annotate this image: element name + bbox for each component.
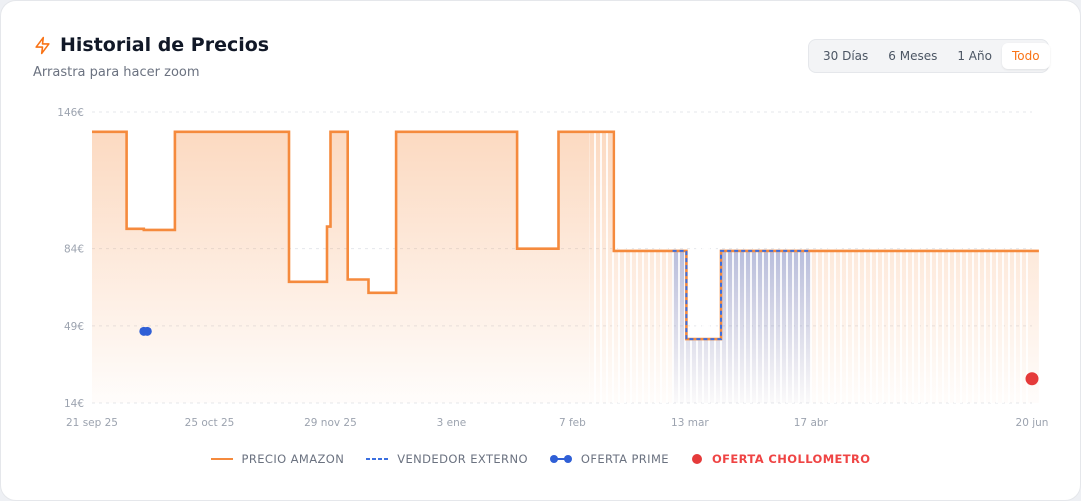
- range-6-months-button[interactable]: 6 Meses: [888, 49, 938, 63]
- header: Historial de Precios: [33, 34, 269, 56]
- legend-label: VENDEDOR EXTERNO: [397, 452, 528, 466]
- range-1-year-button[interactable]: 1 Año: [957, 49, 992, 63]
- chollometro-offer-point: [1025, 372, 1039, 386]
- y-tick-label: 49€: [64, 321, 84, 333]
- page-title: Historial de Precios: [60, 34, 270, 56]
- y-tick-label: 84€: [64, 244, 84, 256]
- legend-item-external[interactable]: VENDEDOR EXTERNO: [366, 452, 528, 466]
- legend-label: OFERTA CHOLLOMETRO: [711, 452, 871, 466]
- lightning-icon: [35, 36, 50, 54]
- series-points: [139, 326, 1039, 386]
- dashed-line-icon: [366, 458, 389, 460]
- red-dot-icon: [691, 454, 702, 464]
- range-all-button[interactable]: Todo: [1001, 43, 1050, 69]
- x-tick-label: 7 feb: [559, 417, 586, 429]
- x-tick-label: 17 abr: [794, 417, 829, 429]
- x-tick-label: 20 jun: [1016, 417, 1049, 429]
- external-seller-line: [672, 249, 811, 341]
- series-lines: [92, 130, 1039, 341]
- prime-offer-point: [142, 326, 152, 336]
- x-tick-label: 21 sep 25: [66, 417, 118, 429]
- dot-line-icon: [549, 455, 572, 463]
- x-tick-label: 29 nov 25: [304, 417, 357, 429]
- x-axis: 21 sep 25 25 oct 25 29 nov 25 3 ene 7 feb 13 …: [66, 417, 1048, 429]
- range-30-days-button[interactable]: 30 Días: [823, 49, 869, 63]
- legend: PRECIO AMAZON VENDEDOR EXTERNO OFERTA PR…: [0, 452, 1081, 466]
- legend-item-prime[interactable]: OFERTA PRIME: [549, 452, 669, 466]
- y-tick-label: 146€: [57, 107, 84, 119]
- x-tick-label: 3 ene: [437, 417, 467, 429]
- x-tick-label: 25 oct 25: [185, 417, 235, 429]
- y-axis: 146€ 84€ 49€ 14€: [57, 107, 84, 410]
- range-selector: 30 Días 6 Meses 1 Año Todo: [808, 39, 1050, 73]
- y-tick-label: 14€: [64, 398, 84, 410]
- solid-line-icon: [210, 458, 233, 460]
- legend-item-chollometro[interactable]: OFERTA CHOLLOMETRO: [691, 452, 871, 466]
- subtitle: Arrastra para hacer zoom: [33, 65, 200, 80]
- dense-data-overlay: [589, 131, 1032, 403]
- legend-item-amazon[interactable]: PRECIO AMAZON: [210, 452, 345, 466]
- legend-label: PRECIO AMAZON: [241, 452, 345, 466]
- legend-label: OFERTA PRIME: [580, 452, 669, 466]
- x-tick-label: 13 mar: [671, 417, 709, 429]
- area-fills: [92, 131, 1039, 404]
